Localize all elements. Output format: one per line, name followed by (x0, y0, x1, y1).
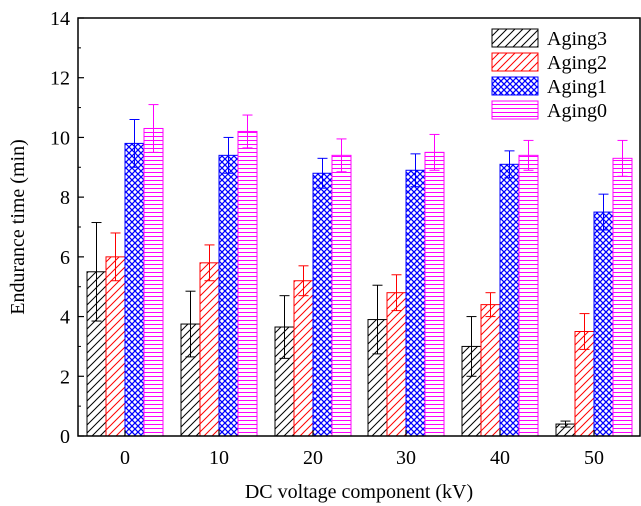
bar-aging0-40 (518, 154, 539, 437)
y-tick-label: 2 (60, 366, 70, 388)
x-tick-label: 50 (584, 447, 604, 469)
bar-aging1-30 (405, 169, 426, 437)
bar-aging2-20 (293, 280, 314, 437)
legend-swatch-aging2 (491, 52, 539, 72)
y-axis-title: Endurance time (min) (7, 139, 29, 315)
error-bar (504, 150, 515, 179)
plot-frame (77, 17, 641, 437)
error-bar (598, 193, 609, 231)
error-bar (410, 153, 421, 188)
error-bar (204, 244, 215, 282)
bar-aging0-50 (612, 157, 633, 437)
x-axis-ticks: 0 10 20 30 40 50 (120, 430, 604, 469)
x-tick-label: 20 (303, 447, 323, 469)
bar-aging0-20 (331, 154, 352, 437)
error-bar (317, 157, 328, 189)
bar-aging2-10 (199, 262, 220, 437)
legend-swatch-aging3 (491, 28, 539, 48)
error-bar (148, 104, 159, 153)
error-bar (391, 274, 402, 312)
bar-aging0-10 (237, 130, 258, 437)
bar-aging2-40 (480, 304, 501, 437)
error-bar (110, 232, 121, 282)
error-bar (466, 316, 477, 377)
x-tick-label: 30 (396, 447, 416, 469)
error-bar (129, 119, 140, 168)
legend-label-aging0: Aging0 (547, 100, 607, 122)
x-axis-title: DC voltage component (kV) (245, 481, 473, 503)
bar-aging0-30 (424, 151, 445, 437)
legend-swatch-aging0 (491, 100, 539, 120)
y-tick-label: 12 (50, 68, 70, 90)
x-tick-label: 10 (209, 447, 229, 469)
error-bar (279, 295, 290, 359)
error-bar (560, 420, 571, 428)
error-bar (298, 265, 309, 297)
y-tick-label: 10 (50, 127, 70, 149)
y-tick-label: 8 (60, 187, 70, 209)
bar-aging1-20 (312, 172, 333, 437)
y-tick-label: 14 (50, 8, 70, 30)
bars-layer (86, 104, 633, 437)
bar-aging0-0 (143, 127, 164, 437)
bar-aging1-10 (218, 154, 239, 437)
y-tick-label: 4 (60, 307, 70, 329)
bar-aging2-0 (105, 256, 126, 437)
error-bar (523, 139, 534, 171)
bar-aging1-40 (499, 163, 520, 437)
legend-swatch-aging1 (491, 76, 539, 96)
error-bar (223, 136, 234, 174)
x-tick-label: 0 (120, 447, 130, 469)
error-bar (429, 133, 440, 171)
x-tick-label: 40 (490, 447, 510, 469)
error-bar (336, 138, 347, 173)
error-bar (485, 292, 496, 318)
error-bar (617, 139, 628, 177)
y-axis-ticks: 0 2 4 6 8 10 12 14 (50, 8, 84, 448)
error-bar (91, 222, 102, 322)
legend-label-aging3: Aging3 (547, 28, 607, 50)
error-bar (579, 313, 590, 350)
y-tick-label: 0 (60, 426, 70, 448)
error-bar (242, 114, 253, 149)
error-bar (185, 290, 196, 358)
bar-aging1-50 (593, 211, 614, 437)
legend-label-aging1: Aging1 (547, 76, 607, 98)
legend-label-aging2: Aging2 (547, 52, 607, 74)
bar-aging1-0 (124, 142, 145, 437)
error-bar (372, 284, 383, 355)
bar-aging2-30 (386, 292, 407, 437)
y-tick-label: 6 (60, 247, 70, 269)
